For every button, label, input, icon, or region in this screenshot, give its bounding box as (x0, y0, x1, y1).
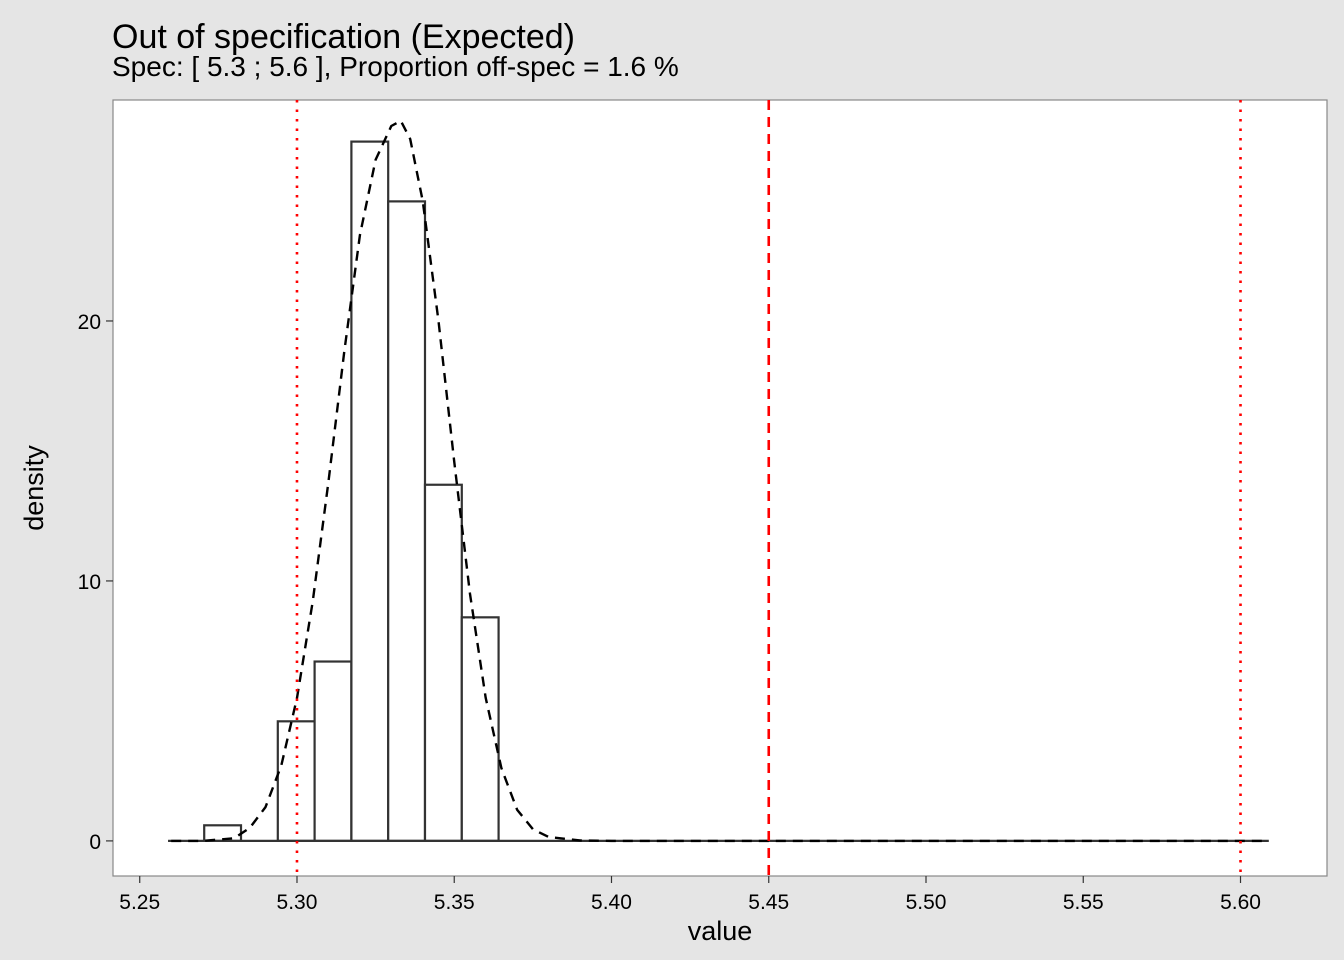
histogram-bar-5 (387, 200, 427, 843)
x-tick-label: 5.35 (434, 891, 475, 914)
x-tick-label: 5.25 (119, 891, 160, 914)
x-tick-label: 5.30 (277, 891, 318, 914)
y-axis: 0 10 20 (78, 311, 113, 854)
histogram-bar-3 (313, 660, 353, 843)
chart-subtitle: Spec: [ 5.3 ; 5.6 ], Proportion off-spec… (112, 51, 679, 82)
y-tick-label: 20 (78, 311, 101, 334)
x-tick-label: 5.45 (748, 891, 789, 914)
x-axis: 5.25 5.30 5.35 5.40 5.45 5.50 5.55 5.60 (119, 876, 1261, 914)
x-tick-label: 5.50 (906, 891, 947, 914)
x-tick-label: 5.55 (1063, 891, 1104, 914)
histogram-bars (203, 140, 500, 843)
chart-title: Out of specification (Expected) (112, 18, 575, 56)
spec-reference-lines (295, 100, 1242, 876)
histogram-bar-6 (423, 483, 463, 843)
density-curve (171, 119, 1269, 843)
y-tick-label: 0 (89, 831, 101, 854)
density-curve-layer (171, 119, 1269, 843)
x-axis-title: value (688, 916, 753, 946)
x-tick-label: 5.60 (1220, 891, 1261, 914)
y-axis-title: density (19, 445, 49, 531)
x-tick-label: 5.40 (591, 891, 632, 914)
y-tick-label: 10 (78, 571, 101, 594)
histogram-bar-4 (350, 140, 390, 843)
